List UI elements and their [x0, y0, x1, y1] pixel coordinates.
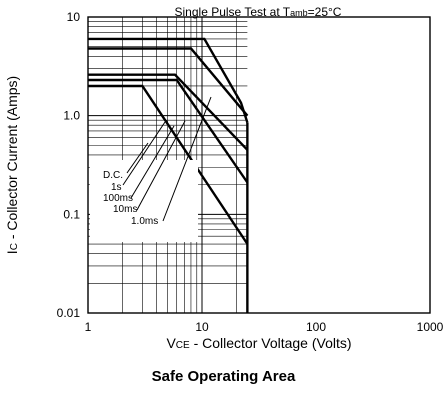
curves: [88, 37, 249, 313]
legend-background: [90, 160, 198, 242]
title-subscript: amb: [290, 8, 308, 18]
y-tick-label: 0.01: [57, 306, 81, 320]
series-line-10ms: [88, 47, 249, 117]
legend-leader-d-c-: [126, 142, 149, 174]
x-axis-label-subscript: CE: [176, 340, 190, 351]
x-axis-label: VCE - Collector Voltage (Volts): [166, 335, 351, 351]
title-suffix: =25°C: [308, 5, 342, 19]
x-tick-label: 10: [195, 320, 209, 334]
y-tick-labels: 0.01 0.1 1.0 10: [57, 10, 81, 320]
x-tick-labels: 1 10 100 1000: [85, 320, 444, 334]
x-tick-label: 1000: [417, 320, 444, 334]
x-tick-label: 100: [306, 320, 326, 334]
x-tick-label: 1: [85, 320, 92, 334]
title-prefix: Single Pulse Test at T: [175, 5, 291, 19]
legend-label-10ms: 10ms: [113, 204, 137, 215]
chart-caption: Safe Operating Area: [151, 368, 296, 385]
plot-frame: [87, 16, 431, 314]
legend-label-1s: 1s: [111, 182, 122, 193]
x-axis-label-prefix: V: [166, 335, 176, 351]
series-line-100ms: [88, 73, 249, 151]
y-axis-label-subscript: C: [9, 243, 20, 250]
y-axis-label-prefix: I: [4, 250, 20, 254]
x-axis-label-suffix: - Collector Voltage (Volts): [190, 335, 352, 351]
y-tick-label: 10: [67, 10, 81, 24]
y-axis-label: IC - Collector Current (Amps): [4, 76, 20, 254]
legend-leader-1-0ms: [162, 96, 212, 222]
y-axis-label-suffix: - Collector Current (Amps): [4, 76, 20, 243]
y-tick-label: 0.1: [63, 207, 80, 221]
legend-label-100ms: 100ms: [103, 193, 133, 204]
legend-label-1-0ms: 1.0ms: [131, 216, 158, 227]
series-line-d-c-: [88, 84, 249, 245]
chart-title: Single Pulse Test at Tamb=25°C: [175, 5, 342, 19]
y-tick-label: 1.0: [63, 109, 80, 123]
legend-leader-1s: [122, 121, 166, 186]
legend-leader-100ms: [130, 125, 175, 199]
series-line-1s: [88, 78, 249, 184]
legend-leader-10ms: [136, 120, 186, 211]
legend-label-d-c-: D.C.: [103, 170, 123, 181]
